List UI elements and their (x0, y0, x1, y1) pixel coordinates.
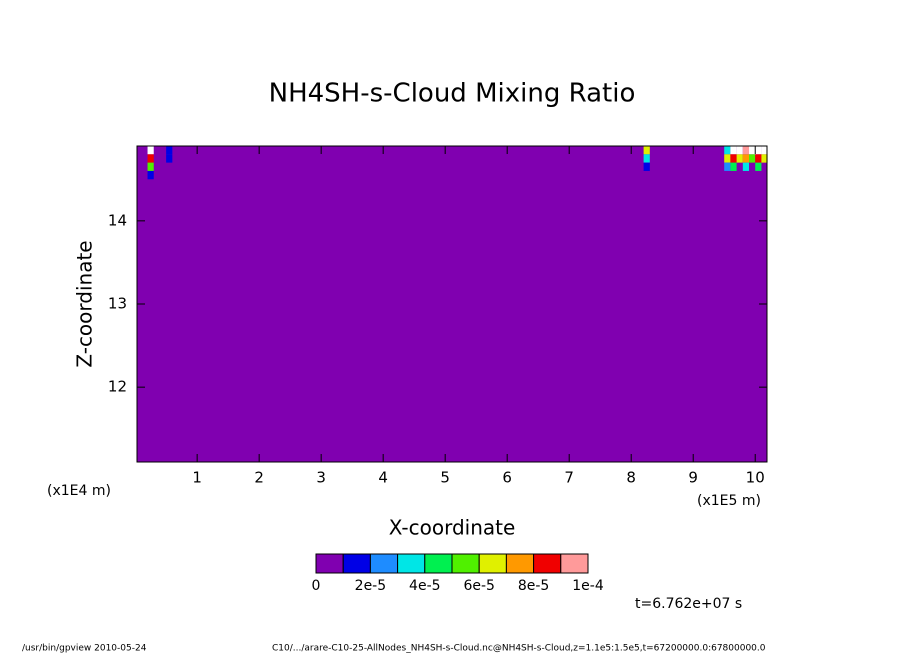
colorbar-box (342, 553, 371, 574)
contour-fill-base (137, 146, 767, 462)
colorbar-label: 0 (312, 578, 321, 594)
colorbar-label: 1e-4 (572, 578, 604, 594)
footer-right: C10/.../arare-C10-25-AllNodes_NH4SH-s-Cl… (272, 644, 766, 654)
contour-cell (147, 170, 154, 180)
contour-cell (749, 146, 756, 155)
contour-cell (736, 146, 743, 155)
x-tick-label: 9 (688, 469, 698, 487)
y-tick-label: 14 (108, 211, 127, 229)
contour-cell (166, 154, 173, 163)
colorbar-box (478, 553, 507, 574)
contour-cell (742, 146, 750, 155)
y-axis-label: Z-coordinate (73, 240, 97, 367)
contour-cell (643, 154, 650, 163)
contour-cell (147, 146, 154, 155)
colorbar-box (560, 553, 589, 574)
colorbar-label: 2e-5 (355, 578, 386, 594)
contour-cell (749, 154, 756, 163)
contour-cell (643, 162, 650, 171)
y-tick-label: 12 (108, 378, 127, 396)
y-tick-label: 13 (108, 295, 127, 313)
contour-cell (166, 146, 173, 155)
time-label: t=6.762e+07 s (635, 596, 742, 612)
contour-cell (730, 154, 737, 163)
contour-cell (755, 162, 762, 171)
colorbar-box (424, 553, 453, 574)
colorbar-label: 6e-5 (463, 578, 494, 594)
contour-cell (742, 162, 750, 171)
contour-cell (730, 146, 737, 155)
contour-cell (730, 162, 737, 171)
x-unit-note: (x1E4 m) (47, 483, 111, 499)
colorbar-box (397, 553, 426, 574)
y-unit-note: (x1E5 m) (697, 493, 761, 509)
contour-cell (724, 162, 731, 171)
x-tick-label: 8 (626, 469, 636, 487)
colorbar-box (315, 553, 344, 574)
colorbar-box (533, 553, 562, 574)
colorbar-box (369, 553, 399, 574)
colorbar-label: 8e-5 (518, 578, 549, 594)
contour-cell (736, 154, 743, 163)
contour-cell (761, 146, 768, 155)
x-tick-label: 5 (440, 469, 450, 487)
colorbar-box (451, 553, 480, 574)
contour-cell (742, 154, 750, 163)
colorbar-label: 4e-5 (409, 578, 440, 594)
contour-cell (755, 154, 762, 163)
contour-cell (147, 154, 154, 163)
chart-title: NH4SH-s-Cloud Mixing Ratio (269, 79, 636, 109)
contour-cell (147, 162, 154, 171)
footer-left: /usr/bin/gpview 2010-05-24 (22, 644, 147, 654)
x-tick-label: 10 (746, 469, 765, 487)
x-tick-label: 3 (316, 469, 326, 487)
x-tick-label: 6 (502, 469, 512, 487)
x-tick-label: 4 (378, 469, 388, 487)
x-tick-label: 2 (254, 469, 264, 487)
contour-cell (724, 146, 731, 155)
contour-cell (755, 146, 762, 155)
colorbar-box (505, 553, 535, 574)
contour-cell (643, 146, 650, 155)
x-tick-label: 1 (192, 469, 202, 487)
x-axis-label: X-coordinate (389, 516, 516, 540)
contour-cell (761, 154, 768, 163)
x-tick-label: 7 (564, 469, 574, 487)
contour-cell (724, 154, 731, 163)
